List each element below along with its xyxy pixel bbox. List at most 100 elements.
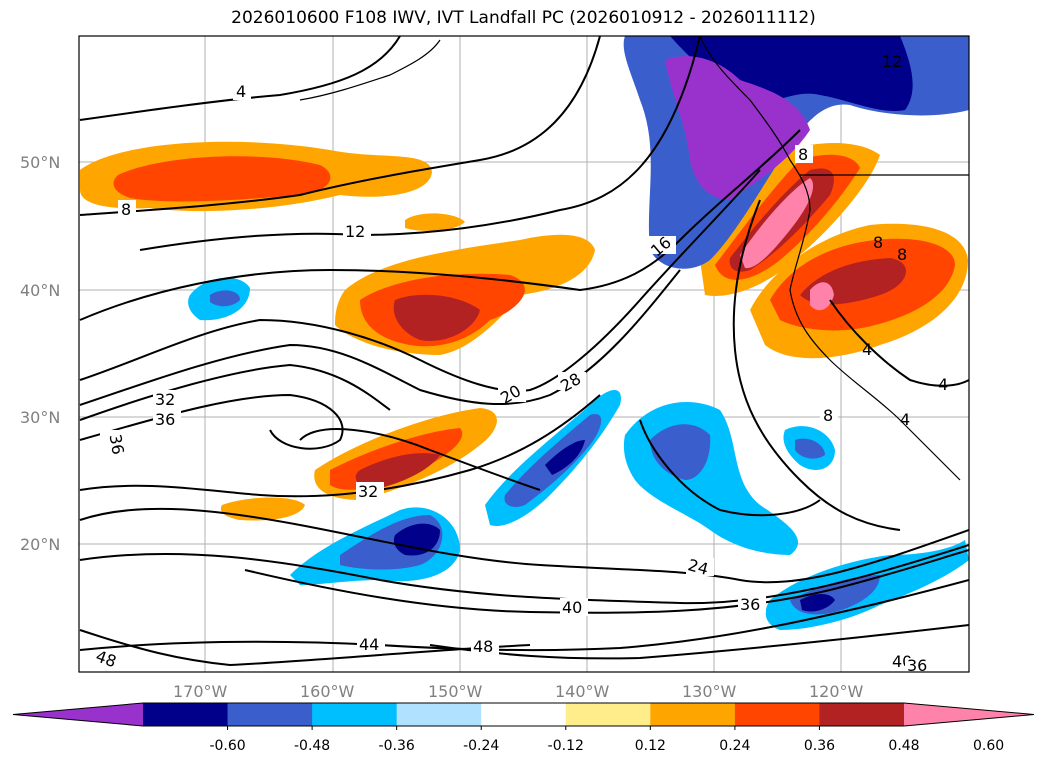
contour-8-north (79, 36, 601, 216)
contour-label-4: 4 (236, 82, 246, 101)
colorbar-ticks: -0.60 -0.48 -0.36 -0.24 -0.12 0.12 0.24 … (209, 738, 1004, 754)
contour-28 (79, 269, 681, 406)
shade-pnw-purple (665, 56, 810, 200)
contour-label-4-b: 4 (938, 375, 948, 394)
coastlines (299, 36, 969, 481)
lat-label-30: 30°N (20, 408, 60, 427)
contour-label-8: 8 (121, 200, 131, 219)
contour-label-36-se: 36 (907, 656, 927, 675)
shade-subtrop-peak (355, 453, 440, 490)
contour-label-36-east: 36 (740, 595, 760, 614)
shade-small-a (220, 497, 305, 521)
contour-label-24: 24 (686, 555, 711, 579)
lat-label-20: 20°N (20, 535, 60, 554)
colorbar-tick: -0.24 (463, 738, 499, 754)
shade-east-blob-core (795, 438, 825, 459)
contour-4-east (829, 299, 969, 387)
colorbar-tick: 0.12 (635, 738, 666, 754)
contour-label-8-interior-b: 8 (873, 233, 883, 252)
colorbar (12, 702, 1035, 730)
colorbar-segment (312, 703, 398, 726)
contour-36-c (79, 544, 969, 605)
shade-small-b (405, 213, 465, 231)
shade-southeast-dark (800, 594, 835, 612)
colorbar-tick: 0.60 (973, 738, 1004, 754)
colorbar-tick: 0.24 (719, 738, 750, 754)
coast-alaska (299, 39, 441, 101)
shade-coast-ca-pink (740, 178, 814, 269)
shade-npac-west-core (113, 156, 331, 202)
contour-label-32: 32 (155, 390, 175, 409)
lon-label-170w: 170°W (173, 682, 228, 701)
longitude-labels: 170°W 160°W 150°W 140°W 130°W 120°W (173, 682, 864, 701)
contour-label-36: 36 (155, 410, 175, 429)
colorbar-tick: 0.36 (804, 738, 835, 754)
contour-label-8-interior: 8 (897, 245, 907, 264)
lon-label-130w: 130°W (682, 682, 737, 701)
colorbar-segment (396, 703, 482, 726)
map-frame (78, 35, 970, 673)
lat-label-40: 40°N (20, 281, 60, 300)
lon-label-150w: 150°W (428, 682, 483, 701)
shade-midtrop (623, 402, 799, 555)
colorbar-extend-low (13, 703, 143, 726)
contour-48-b (429, 624, 969, 660)
contour-16 (79, 129, 801, 321)
contour-label-32-south: 32 (358, 482, 378, 501)
colorbar-extend-high (904, 703, 1034, 726)
colorbar-tick: 0.48 (888, 738, 919, 754)
colorbar-segment (227, 703, 313, 726)
iwv-contours (79, 36, 969, 667)
contour-label-8-east: 8 (823, 406, 833, 425)
contour-label-44: 44 (359, 635, 379, 654)
contour-20 (79, 169, 761, 392)
contour-24 (79, 507, 969, 584)
contour-label-48: 48 (473, 637, 493, 656)
colorbar-outline (12, 702, 1035, 727)
contour-44 (79, 579, 969, 652)
colorbar-tick: -0.48 (294, 738, 330, 754)
colorbar-tick: -0.12 (548, 738, 584, 754)
colorbar-segment (734, 703, 820, 726)
contour-48 (79, 629, 531, 667)
shade-pnw-dark (670, 36, 913, 112)
contour-40 (244, 549, 969, 614)
contour-label-40: 40 (562, 598, 582, 617)
lon-label-160w: 160°W (300, 682, 355, 701)
shade-west-blob-core (210, 290, 240, 307)
colorbar-segment (143, 703, 229, 726)
coast-bc (699, 36, 811, 211)
colorbar-segment (650, 703, 736, 726)
contour-label-4-c: 4 (900, 410, 910, 429)
contour-label-12-north: 12 (882, 52, 902, 71)
colorbar-segment (481, 703, 567, 726)
contour-label-36-vertical: 36 (106, 433, 128, 456)
contour-label-4-a: 4 (862, 340, 872, 359)
contour-labels: 4 8 12 16 20 28 32 36 36 32 24 36 40 (93, 52, 948, 675)
shade-diag-band-dark (545, 440, 585, 475)
contour-12 (139, 36, 701, 251)
colorbar-tick: -0.36 (379, 738, 415, 754)
lat-label-50: 50°N (20, 153, 60, 172)
map-field: 4 8 12 16 20 28 32 36 36 32 24 36 40 (79, 36, 969, 675)
contour-4 (79, 36, 401, 121)
shade-central-peak (393, 294, 480, 341)
colorbar-segment (819, 703, 905, 726)
latitude-labels: 50°N 40°N 30°N 20°N (20, 153, 60, 554)
lon-label-140w: 140°W (555, 682, 610, 701)
colorbar-tick: -0.60 (209, 738, 245, 754)
positive-anomaly-shading (80, 141, 968, 521)
colorbar-segment (565, 703, 651, 726)
shade-interior-pink (810, 282, 834, 311)
shade-trop-west-dark (393, 523, 440, 556)
contour-8-south (732, 199, 901, 531)
shade-midtrop-core (650, 424, 711, 480)
coast-west-us (789, 209, 961, 481)
contour-32-b (299, 428, 541, 491)
map-title: 2026010600 F108 IWV, IVT Landfall PC (20… (231, 8, 816, 28)
contour-trop-loop (639, 419, 821, 517)
contour-32-a (79, 363, 391, 421)
contour-label-8-coast: 8 (798, 145, 808, 164)
lon-label-120w: 120°W (809, 682, 864, 701)
